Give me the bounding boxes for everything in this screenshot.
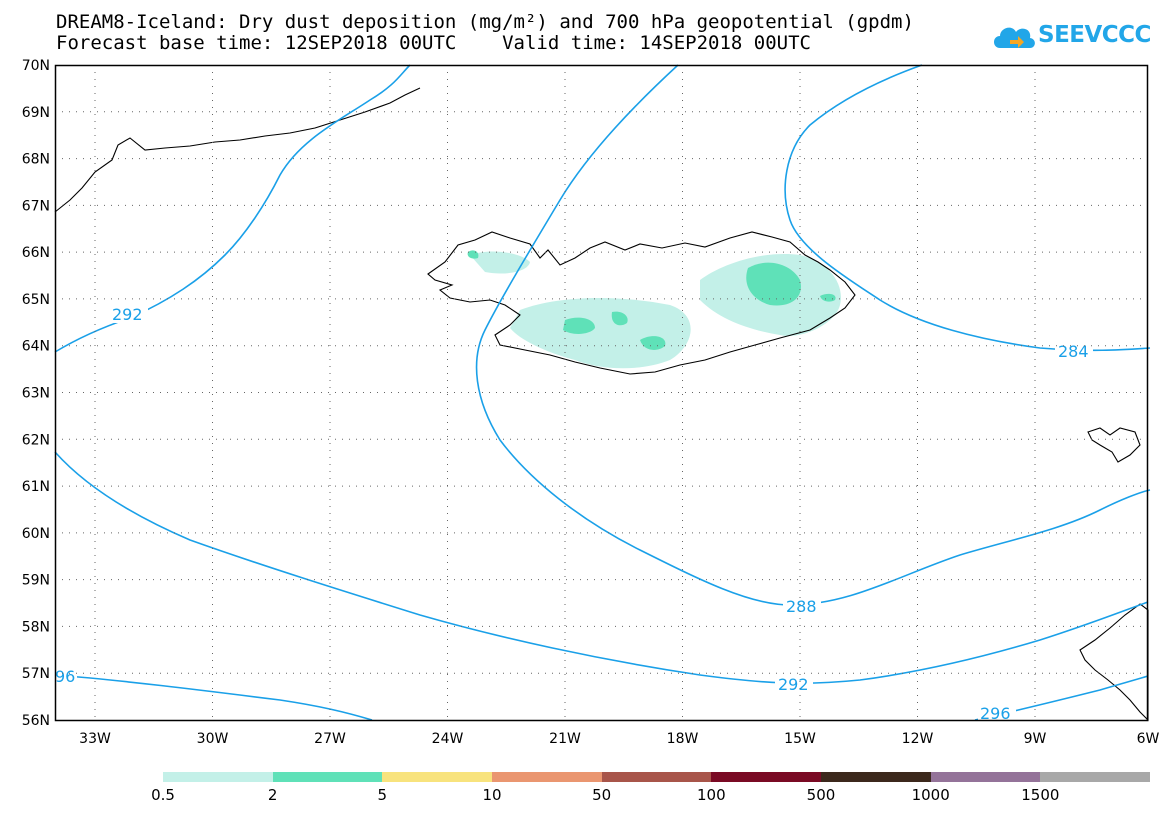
color-scale-label: 1000 bbox=[911, 786, 950, 804]
faroe-coast bbox=[1087, 427, 1141, 463]
color-scale-swatch bbox=[930, 772, 1041, 782]
contour-label: 284 bbox=[1058, 342, 1089, 361]
lon-label: 9W bbox=[1024, 731, 1047, 747]
contour-label: 288 bbox=[786, 597, 817, 616]
lat-label: 65N bbox=[22, 292, 50, 308]
dust-area-strong bbox=[563, 317, 595, 334]
longitude-labels: 33W 30W 27W 24W 21W 18W 15W 12W 9W 6W bbox=[79, 731, 1159, 747]
color-scale-swatch bbox=[163, 772, 273, 782]
lat-label: 60N bbox=[22, 526, 50, 542]
dust-area-strong bbox=[820, 293, 836, 302]
contour-284 bbox=[784, 64, 1151, 352]
dust-area-strong bbox=[467, 250, 479, 259]
lat-label: 64N bbox=[22, 339, 50, 355]
lat-label: 67N bbox=[22, 198, 50, 214]
color-scale-label: 50 bbox=[592, 786, 612, 804]
lat-label: 59N bbox=[22, 573, 50, 589]
dust-area-strong bbox=[746, 262, 801, 306]
contour-292-south bbox=[54, 451, 1149, 684]
lon-label: 15W bbox=[784, 731, 816, 747]
contour-label: 96 bbox=[55, 667, 75, 686]
color-scale-label: 2 bbox=[267, 786, 278, 804]
color-scale-label: 0.5 bbox=[151, 786, 175, 804]
map-frame bbox=[54, 64, 1149, 722]
lat-label: 58N bbox=[22, 619, 50, 635]
contour-label: 292 bbox=[778, 675, 809, 694]
lat-label: 56N bbox=[22, 713, 50, 729]
grid-lines bbox=[55, 65, 1147, 720]
coastlines bbox=[54, 87, 1149, 722]
lat-label: 63N bbox=[22, 386, 50, 402]
color-scale-label: 100 bbox=[697, 786, 726, 804]
chart-title: DREAM8-Iceland: Dry dust deposition (mg/… bbox=[56, 11, 914, 33]
lon-label: 24W bbox=[432, 731, 464, 747]
color-scale-swatch bbox=[1040, 772, 1151, 782]
logo-text: SEEVCCC bbox=[1038, 22, 1151, 48]
color-scale-label: 10 bbox=[482, 786, 502, 804]
lat-label: 66N bbox=[22, 245, 50, 261]
color-scale-label: 5 bbox=[377, 786, 388, 804]
color-scale-swatch bbox=[492, 772, 602, 782]
lon-label: 21W bbox=[549, 731, 581, 747]
color-scale-swatch bbox=[272, 772, 383, 782]
contour-label: 292 bbox=[112, 305, 143, 324]
lon-label: 6W bbox=[1137, 731, 1160, 747]
lat-label: 62N bbox=[22, 432, 50, 448]
contour-label: 296 bbox=[980, 704, 1011, 723]
contour-labels: 292 284 288 292 96 296 bbox=[55, 305, 1093, 723]
lat-label: 57N bbox=[22, 666, 50, 682]
color-scale-swatch bbox=[382, 772, 493, 782]
lon-label: 18W bbox=[667, 731, 699, 747]
color-scale-label: 1500 bbox=[1021, 786, 1060, 804]
lat-label: 70N bbox=[22, 58, 50, 74]
lon-label: 33W bbox=[79, 731, 111, 747]
color-scale-swatch bbox=[711, 772, 822, 782]
color-scale-swatch bbox=[601, 772, 712, 782]
lon-label: 12W bbox=[902, 731, 934, 747]
cloud-arrow-icon bbox=[994, 27, 1035, 48]
dust-area-strong bbox=[640, 336, 666, 350]
lat-label: 69N bbox=[22, 105, 50, 121]
scotland-coast bbox=[1079, 603, 1149, 722]
contour-296-west bbox=[54, 674, 373, 721]
dust-area-strong bbox=[611, 311, 628, 326]
seevccc-logo: SEEVCCC bbox=[990, 18, 1151, 56]
color-scale-label: 500 bbox=[806, 786, 836, 804]
color-scale-swatch bbox=[821, 772, 931, 782]
dust-area-light bbox=[510, 298, 691, 369]
lat-label: 68N bbox=[22, 152, 50, 168]
dust-deposition-areas bbox=[467, 250, 841, 369]
lon-label: 30W bbox=[197, 731, 229, 747]
geopotential-contours bbox=[54, 64, 1151, 721]
iceland-coast bbox=[427, 231, 856, 375]
lat-label: 61N bbox=[22, 479, 50, 495]
dust-area-light bbox=[470, 251, 530, 274]
latitude-labels: 70N 69N 68N 67N 66N 65N 64N 63N 62N 61N 60N 59N 58N 5… bbox=[22, 58, 50, 729]
lon-label: 27W bbox=[314, 731, 346, 747]
contour-288 bbox=[475, 64, 1151, 606]
greenland-coast bbox=[54, 87, 421, 213]
color-scale-bar bbox=[163, 772, 1151, 782]
contour-292-north bbox=[54, 64, 411, 353]
chart-subtitle-times: Forecast base time: 12SEP2018 00UTC Vali… bbox=[56, 32, 811, 54]
